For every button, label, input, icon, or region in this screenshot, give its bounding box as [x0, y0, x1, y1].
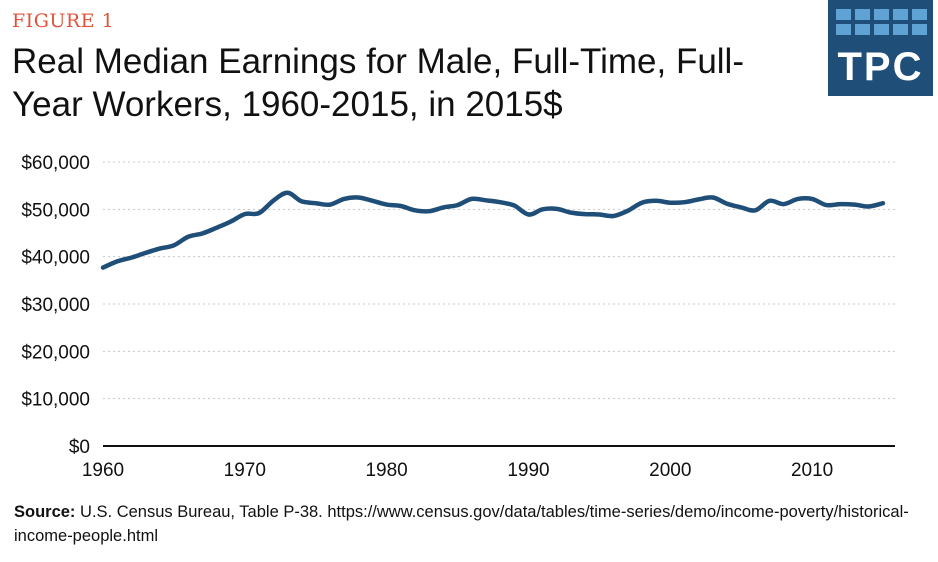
y-tick-label: $50,000 [21, 200, 90, 221]
y-tick-label: $0 [69, 437, 90, 458]
series-line-earnings [100, 190, 886, 270]
x-tick-label: 1990 [507, 460, 549, 481]
x-tick-label: 2010 [791, 460, 833, 481]
source-note: Source: U.S. Census Bureau, Table P-38. … [14, 500, 914, 548]
x-tick-label: 1960 [82, 460, 124, 481]
y-tick-label: $30,000 [21, 295, 90, 316]
y-tick-label: $60,000 [21, 153, 90, 174]
figure-label: FIGURE 1 [12, 10, 115, 32]
x-tick-label: 1980 [365, 460, 407, 481]
y-tick-label: $40,000 [21, 248, 90, 269]
line-chart: $0 $10,000 $20,000 $30,000 $40,000 $50,000 $60… [21, 153, 895, 481]
tpc-logo: TPC [828, 0, 933, 96]
x-axis-labels: 1960 1970 1980 1990 2000 2010 [82, 460, 833, 481]
logo-text: TPC [837, 45, 924, 89]
y-tick-label: $10,000 [21, 390, 90, 411]
chart-title: Real Median Earnings for Male, Full-Time… [12, 42, 744, 124]
y-axis-labels: $0 $10,000 $20,000 $30,000 $40,000 $50,000 $60… [21, 153, 90, 458]
logo-grid-icon [836, 9, 927, 39]
source-text: U.S. Census Bureau, Table P-38. https://… [14, 503, 909, 545]
x-tick-label: 1970 [224, 460, 266, 481]
source-label: Source: [14, 503, 76, 521]
y-tick-label: $20,000 [21, 342, 90, 363]
x-tick-label: 2000 [649, 460, 691, 481]
grid-lines [103, 161, 895, 400]
